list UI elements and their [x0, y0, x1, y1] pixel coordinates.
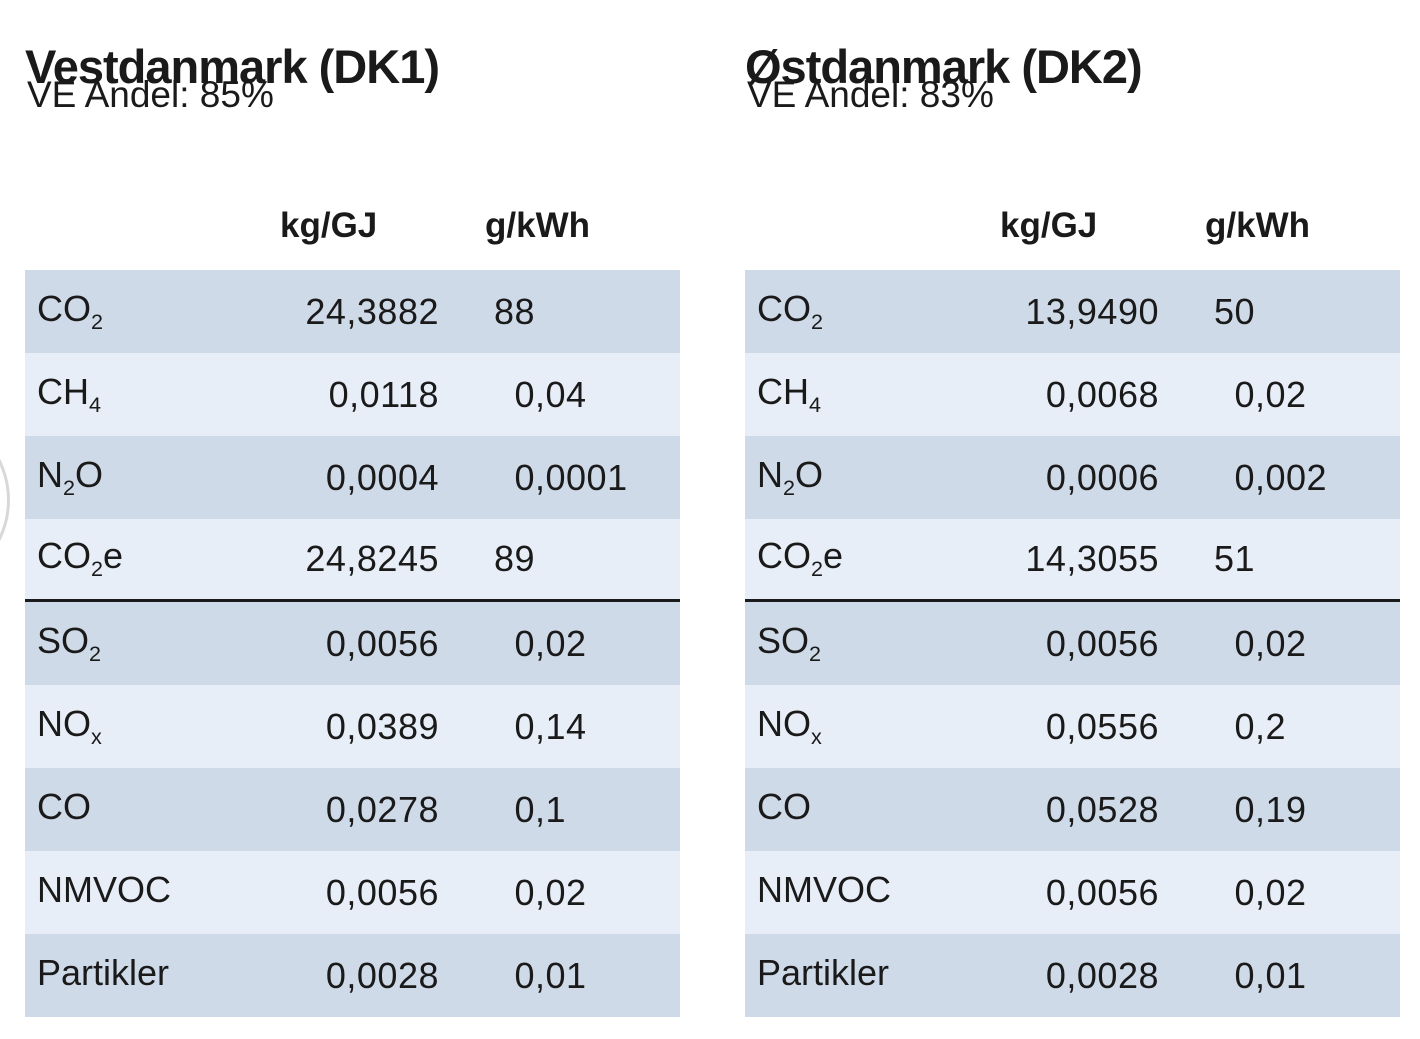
kg-per-gj-value: 13,9490: [1025, 290, 1159, 332]
kg-per-gj-value: 0,0004: [325, 456, 439, 498]
kg-per-gj-value: 0,0028: [325, 954, 439, 996]
substance-label: CO2e: [37, 535, 124, 582]
table-row: CO2e 24,8245 89: [25, 519, 680, 602]
kg-per-gj-value: 14,3055: [1025, 538, 1159, 579]
kg-per-gj-value: 0,0056: [325, 622, 439, 664]
g-per-kwh-value: 0,01: [514, 954, 587, 996]
g-per-kwh-value: 0,02: [1234, 622, 1307, 664]
table-row: CO2 13,9490 50: [745, 270, 1400, 353]
ve-share-label: VE Andel: 83%: [747, 74, 994, 115]
g-per-kwh-value: 50: [1213, 290, 1255, 332]
kg-per-gj-value: 0,0278: [325, 788, 439, 830]
emissions-table: CO2 13,9490 50 CH4 0,0068 0,02 N2O 0,000…: [745, 270, 1400, 1017]
col-header-kg-gj: kg/GJ: [1000, 206, 1098, 245]
table-row: N2O 0,0004 0,0001: [25, 436, 680, 519]
g-per-kwh-value: 0,19: [1234, 788, 1307, 830]
carousel-prev-button[interactable]: [0, 410, 10, 590]
region-title: Vestdanmark (DK1): [25, 40, 440, 94]
region-panel-dk2: Østdanmark (DK2) VE Andel: 83% kg/GJ g/k…: [745, 0, 1400, 1039]
kg-per-gj-value: 24,3882: [305, 290, 439, 332]
kg-per-gj-value: 0,0056: [1045, 871, 1159, 913]
substance-label: SO2: [757, 619, 822, 667]
g-per-kwh-value: 89: [493, 538, 535, 579]
substance-label: NOx: [757, 702, 822, 750]
table-row: NMVOC 0,0056 0,02: [25, 851, 680, 934]
g-per-kwh-value: 0,01: [1234, 954, 1307, 996]
kg-per-gj-value: 0,0056: [325, 871, 439, 913]
substance-label: SO2: [37, 619, 102, 667]
kg-per-gj-value: 0,0056: [1045, 622, 1159, 664]
table-row: Partikler 0,0028 0,01: [745, 934, 1400, 1017]
substance-label: CO2: [757, 287, 824, 335]
kg-per-gj-value: 0,0068: [1045, 373, 1159, 415]
g-per-kwh-value: 0,04: [514, 373, 587, 415]
substance-label: NOx: [37, 702, 102, 750]
substance-label: Partikler: [37, 951, 170, 993]
table-row: CO 0,0528 0,19: [745, 768, 1400, 851]
kg-per-gj-value: 0,0118: [328, 373, 439, 415]
g-per-kwh-value: 0,02: [514, 622, 587, 664]
substance-label: CH4: [37, 370, 102, 418]
emissions-table: CO2 24,3882 88 CH4 0,0118 0,04 N2O 0,000…: [25, 270, 680, 1017]
table-row: SO2 0,0056 0,02: [25, 602, 680, 685]
substance-label: CO: [757, 785, 811, 827]
g-per-kwh-value: 0,2: [1234, 705, 1287, 747]
table-row: NOx 0,0556 0,2: [745, 685, 1400, 768]
kg-per-gj-value: 0,0006: [1045, 456, 1159, 498]
substance-label: N2O: [757, 453, 824, 501]
substance-label: CO2e: [757, 535, 844, 582]
substance-label: CO: [37, 785, 91, 827]
substance-label: Partikler: [757, 951, 890, 993]
substance-label: CH4: [757, 370, 822, 418]
g-per-kwh-value: 0,0001: [514, 456, 628, 498]
substance-label: N2O: [37, 453, 104, 501]
g-per-kwh-value: 88: [493, 290, 535, 332]
kg-per-gj-value: 24,8245: [305, 538, 439, 579]
kg-per-gj-value: 0,0528: [1045, 788, 1159, 830]
g-per-kwh-value: 0,14: [514, 705, 587, 747]
region-panel-dk1: Vestdanmark (DK1) VE Andel: 85% kg/GJ g/…: [25, 0, 680, 1039]
table-row: CO2e 14,3055 51: [745, 519, 1400, 602]
g-per-kwh-value: 0,002: [1234, 456, 1328, 498]
table-row: CH4 0,0068 0,02: [745, 353, 1400, 436]
substance-label: CO2: [37, 287, 104, 335]
substance-label: NMVOC: [37, 868, 171, 910]
substance-label: NMVOC: [757, 868, 891, 910]
table-row: N2O 0,0006 0,002: [745, 436, 1400, 519]
g-per-kwh-value: 0,02: [514, 871, 587, 913]
table-row: CO2 24,3882 88: [25, 270, 680, 353]
g-per-kwh-value: 51: [1213, 538, 1255, 579]
table-row: NMVOC 0,0056 0,02: [745, 851, 1400, 934]
g-per-kwh-value: 0,02: [1234, 871, 1307, 913]
table-row: NOx 0,0389 0,14: [25, 685, 680, 768]
table-row: CH4 0,0118 0,04: [25, 353, 680, 436]
col-header-g-kwh: g/kWh: [1205, 206, 1310, 245]
ve-share-label: VE Andel: 85%: [27, 74, 274, 115]
kg-per-gj-value: 0,0389: [325, 705, 439, 747]
g-per-kwh-value: 0,02: [1234, 373, 1307, 415]
kg-per-gj-value: 0,0556: [1045, 705, 1159, 747]
g-per-kwh-value: 0,1: [514, 788, 567, 830]
table-row: Partikler 0,0028 0,01: [25, 934, 680, 1017]
col-header-g-kwh: g/kWh: [485, 206, 590, 245]
kg-per-gj-value: 0,0028: [1045, 954, 1159, 996]
col-header-kg-gj: kg/GJ: [280, 206, 378, 245]
table-row: CO 0,0278 0,1: [25, 768, 680, 851]
region-title: Østdanmark (DK2): [745, 40, 1143, 94]
table-row: SO2 0,0056 0,02: [745, 602, 1400, 685]
